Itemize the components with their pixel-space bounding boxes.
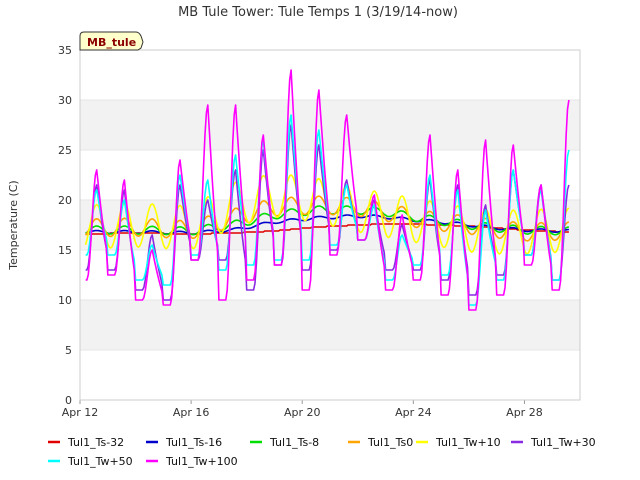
legend-label: Tul1_Tw+10 <box>435 436 501 449</box>
plot-frame <box>79 49 581 401</box>
y-tick-label: 30 <box>58 94 72 107</box>
y-tick-label: 5 <box>65 344 72 357</box>
legend: Tul1_Ts-32 Tul1_Ts-16 Tul1_Ts-8 Tul1_Ts0 Tul… <box>48 436 596 468</box>
x-tick-label: Apr 28 <box>506 406 543 419</box>
legend-label: Tul1_Ts-32 <box>67 436 124 449</box>
y-tick-label: 15 <box>58 244 72 257</box>
legend-label: Tul1_Tw+50 <box>67 455 133 468</box>
site-badge: MB_tule <box>79 31 144 51</box>
y-tick-label: 10 <box>58 294 72 307</box>
grid-band <box>80 300 580 350</box>
legend-label: Tul1_Tw+100 <box>165 455 238 468</box>
legend-label: Tul1_Ts-8 <box>269 436 319 449</box>
y-tick-label: 25 <box>58 144 72 157</box>
x-tick-label: Apr 24 <box>395 406 432 419</box>
series-line-tul1-tw-30 <box>85 124 570 301</box>
x-axis-ticks: Apr 12 Apr 16 Apr 20 Apr 24 Apr 28 <box>62 400 543 419</box>
series-lines <box>84 69 570 311</box>
y-axis-ticks: 0 5 10 15 20 25 30 35 <box>58 44 72 407</box>
y-tick-label: 20 <box>58 194 72 207</box>
x-tick-label: Apr 12 <box>62 406 99 419</box>
grid-band <box>80 100 580 150</box>
y-tick-label: 35 <box>58 44 72 57</box>
y-tick-label: 0 <box>65 394 72 407</box>
legend-label: Tul1_Tw+30 <box>530 436 596 449</box>
legend-label: Tul1_Ts-16 <box>165 436 222 449</box>
x-tick-label: Apr 20 <box>284 406 321 419</box>
series-line-tul1-tw-100 <box>85 69 570 311</box>
site-label: MB_tule <box>87 36 136 49</box>
legend-label: Tul1_Ts0 <box>367 436 413 449</box>
y-axis-label: Temperature (C) <box>7 180 20 270</box>
chart-title: MB Tule Tower: Tule Temps 1 (3/19/14-now… <box>178 5 458 20</box>
x-tick-label: Apr 16 <box>173 406 210 419</box>
